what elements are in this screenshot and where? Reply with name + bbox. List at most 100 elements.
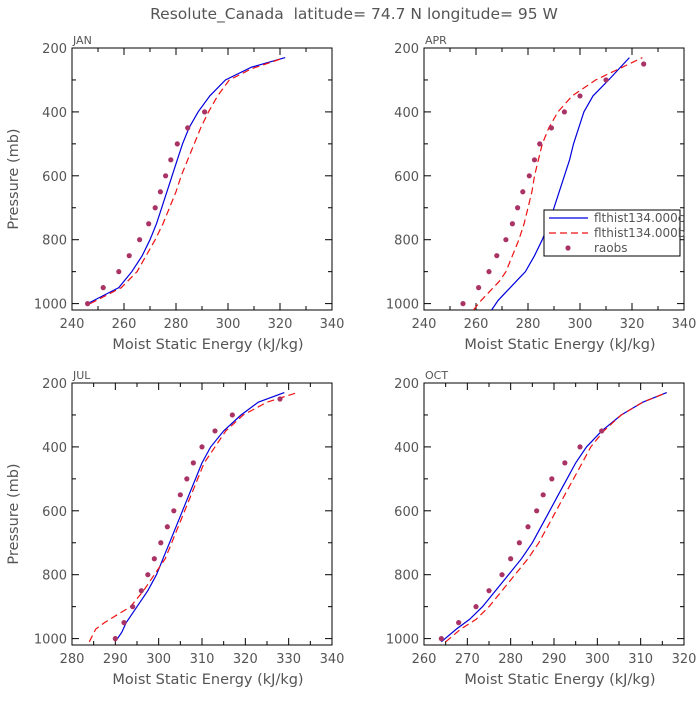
- raobs-point: [460, 301, 466, 307]
- raobs-point: [473, 604, 479, 610]
- raobs-point: [112, 636, 118, 642]
- y-tick-label: 400: [42, 441, 67, 456]
- legend-label-model2: flthist134.000b: [594, 226, 685, 240]
- series-line-flthist134-000c: [440, 392, 667, 643]
- raobs-point: [145, 572, 151, 578]
- raobs-point: [486, 269, 492, 275]
- x-tick-label: 300: [568, 317, 593, 332]
- x-tick-label: 240: [412, 317, 437, 332]
- raobs-point: [164, 524, 170, 530]
- x-tick-label: 340: [672, 317, 697, 332]
- raobs-point: [456, 620, 462, 626]
- panel-label-jan: JAN: [72, 34, 92, 47]
- series-line-flthist134-000b: [445, 392, 667, 643]
- raobs-point: [561, 109, 568, 115]
- y-tick-label: 200: [394, 42, 419, 57]
- panel-jul: JUL 280 290 300 310 320 330 340 200 400 600 800 1000…: [6, 369, 344, 688]
- x-tick-label: 320: [672, 652, 697, 667]
- x-tick-label: 280: [60, 652, 85, 667]
- raobs-point: [190, 460, 196, 466]
- legend-label-raobs: raobs: [594, 241, 628, 255]
- y-tick-label: 800: [42, 569, 67, 584]
- panel-apr: APR 240 260 280 300 320 340 200 400 600 800 1000 Moi…: [386, 34, 697, 353]
- x-tick-label: 290: [103, 652, 128, 667]
- y-axis-title-jan: Pressure (mb): [6, 128, 22, 229]
- raobs-point: [174, 141, 180, 147]
- x-axis-title-jan: Moist Static Energy (kJ/kg): [112, 337, 303, 353]
- raobs-point: [163, 173, 169, 179]
- raobs-point: [158, 540, 164, 546]
- x-tick-label: 280: [164, 317, 189, 332]
- raobs-point: [531, 157, 538, 163]
- x-axis-title-apr: Moist Static Energy (kJ/kg): [464, 337, 655, 353]
- raobs-point: [520, 189, 526, 195]
- raobs-point: [537, 141, 543, 147]
- raobs-point: [499, 572, 505, 578]
- y-tick-label: 1000: [34, 633, 67, 648]
- raobs-point: [525, 524, 531, 530]
- raobs-point: [152, 205, 158, 211]
- raobs-point: [603, 77, 609, 83]
- y-tick-label: 800: [42, 234, 67, 249]
- raobs-point: [641, 61, 647, 67]
- y-tick-label: 200: [42, 42, 67, 57]
- y-tick-label: 600: [394, 170, 419, 185]
- raobs-point: [171, 508, 177, 514]
- raobs-point: [494, 253, 500, 259]
- raobs-point: [540, 492, 546, 498]
- x-tick-label: 280: [516, 317, 541, 332]
- x-tick-label: 260: [412, 652, 437, 667]
- y-tick-label: 600: [42, 170, 67, 185]
- raobs-point: [562, 460, 568, 466]
- raobs-point: [534, 508, 540, 514]
- panel-jan: JAN 240 260 280 300 320 340 200 400 600 800 1000 Moi…: [6, 34, 344, 353]
- legend: flthist134.000c flthist134.000b raobs: [543, 209, 685, 257]
- raobs-point: [157, 189, 163, 195]
- x-tick-label: 300: [146, 652, 171, 667]
- raobs-point: [503, 237, 509, 243]
- y-axis-title-jul: Pressure (mb): [6, 463, 22, 564]
- x-axis-title-jul: Moist Static Energy (kJ/kg): [112, 672, 303, 688]
- raobs-point: [184, 476, 190, 482]
- series-line-flthist134-000b: [472, 57, 643, 310]
- raobs-point: [526, 173, 532, 179]
- y-tick-label: 400: [42, 106, 67, 121]
- raobs-point: [202, 109, 208, 115]
- x-tick-label: 300: [216, 317, 241, 332]
- raobs-point: [116, 269, 122, 275]
- raobs-point: [137, 237, 143, 243]
- y-tick-label: 400: [394, 441, 419, 456]
- raobs-point: [577, 93, 583, 99]
- panel-label-jul: JUL: [72, 369, 91, 382]
- x-tick-label: 260: [464, 317, 489, 332]
- y-tick-label: 1000: [386, 298, 419, 313]
- raobs-point: [229, 412, 235, 418]
- x-tick-label: 280: [498, 652, 523, 667]
- y-tick-label: 200: [42, 377, 67, 392]
- x-axis-title-oct: Moist Static Energy (kJ/kg): [464, 672, 655, 688]
- x-tick-label: 310: [628, 652, 653, 667]
- y-tick-label: 200: [394, 377, 419, 392]
- y-tick-label: 1000: [34, 298, 67, 313]
- x-tick-label: 320: [268, 317, 293, 332]
- x-tick-label: 260: [112, 317, 137, 332]
- raobs-point: [509, 221, 515, 227]
- raobs-point: [212, 428, 218, 434]
- raobs-point: [515, 205, 521, 211]
- y-tick-label: 600: [42, 505, 67, 520]
- series-line-flthist134-000b: [89, 58, 281, 305]
- series-line-flthist134-000c: [491, 57, 630, 310]
- y-tick-label: 800: [394, 234, 419, 249]
- raobs-point: [85, 301, 91, 307]
- raobs-point: [151, 556, 157, 562]
- raobs-point: [121, 620, 127, 626]
- raobs-point: [508, 556, 514, 562]
- x-tick-label: 330: [276, 652, 301, 667]
- panel-label-oct: OCT: [425, 369, 448, 382]
- raobs-point: [138, 588, 144, 594]
- y-tick-label: 400: [394, 106, 419, 121]
- raobs-point: [548, 125, 555, 131]
- raobs-point: [100, 285, 106, 291]
